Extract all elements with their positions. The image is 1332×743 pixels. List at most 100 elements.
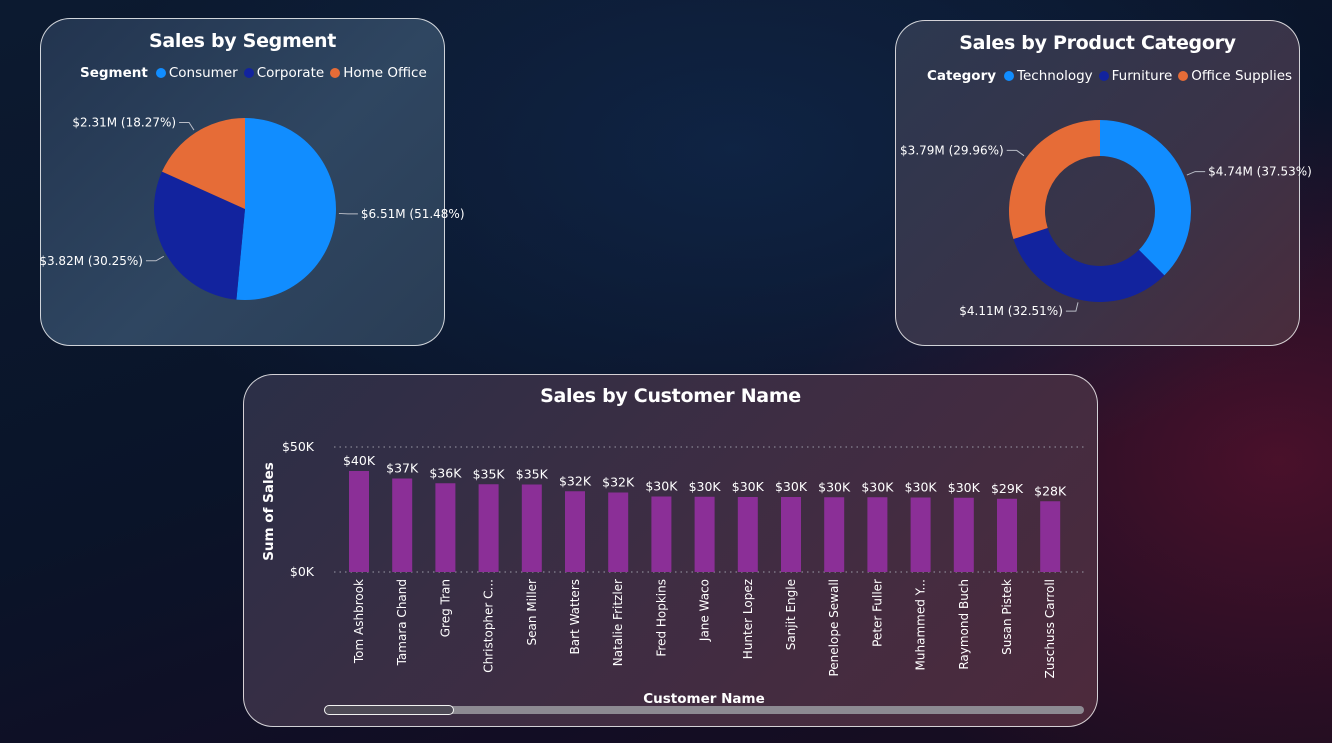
bar-christopher-c[interactable] bbox=[478, 484, 499, 572]
legend-dot-furniture bbox=[1098, 71, 1109, 81]
bar-sean-miller[interactable] bbox=[521, 484, 542, 573]
value-label-peter-fuller: $30K bbox=[861, 479, 894, 494]
slice-consumer[interactable] bbox=[236, 118, 337, 300]
bar-penelope-sewall[interactable] bbox=[824, 497, 845, 572]
x-tick-natalie-fritzler: Natalie Fritzler bbox=[611, 579, 625, 666]
legend-dot-consumer bbox=[155, 68, 166, 78]
legend-label-furniture: Furniture bbox=[1111, 68, 1173, 84]
x-tick-sanjit-engle: Sanjit Engle bbox=[784, 579, 798, 650]
horizontal-scrollbar[interactable] bbox=[324, 705, 1084, 715]
segment-legend-title: Segment bbox=[80, 65, 148, 81]
legend-label-corporate: Corporate bbox=[256, 65, 325, 81]
bar-hunter-lopez[interactable] bbox=[737, 497, 758, 572]
leader-line-furniture bbox=[1065, 302, 1079, 312]
value-label-muhammed-y: $30K bbox=[905, 480, 938, 495]
y-axis-title: Sum of Sales bbox=[261, 462, 277, 561]
leader-line-corporate bbox=[145, 255, 165, 262]
slice-home-office[interactable] bbox=[162, 118, 245, 209]
data-label-office-supplies: $3.79M (29.96%) bbox=[900, 143, 1004, 157]
legend-dot-technology bbox=[1004, 71, 1015, 81]
value-label-jane-waco: $30K bbox=[689, 479, 722, 494]
x-tick-jane-waco: Jane Waco bbox=[698, 579, 712, 642]
segment-chart-title: Sales by Segment bbox=[148, 30, 337, 52]
x-axis-title: Customer Name bbox=[643, 691, 765, 707]
legend-item-office-supplies[interactable]: Office Supplies bbox=[1178, 68, 1292, 84]
scrollbar-thumb[interactable] bbox=[324, 705, 454, 715]
data-label-home-office: $2.31M (18.27%) bbox=[72, 116, 176, 130]
x-tick-fred-hopkins: Fred Hopkins bbox=[654, 579, 668, 657]
value-label-susan-pistek: $29K bbox=[991, 481, 1024, 496]
bar-sanjit-engle[interactable] bbox=[781, 497, 801, 572]
x-tick-hunter-lopez: Hunter Lopez bbox=[741, 579, 755, 659]
x-tick-greg-tran: Greg Tran bbox=[438, 579, 452, 637]
bar-raymond-buch[interactable] bbox=[953, 497, 974, 572]
legend-item-corporate[interactable]: Corporate bbox=[243, 65, 325, 81]
segment-legend: Segment Consumer Corporate Home Office bbox=[80, 65, 433, 81]
y-tick-0k: $0K bbox=[290, 564, 315, 579]
category-chart-title: Sales by Product Category bbox=[959, 32, 1236, 54]
value-label-hunter-lopez: $30K bbox=[732, 479, 765, 494]
value-label-bart-watters: $32K bbox=[559, 473, 592, 488]
x-tick-sean-miller: Sean Miller bbox=[525, 579, 539, 646]
bar-peter-fuller[interactable] bbox=[867, 497, 888, 572]
x-tick-susan-pistek: Susan Pistek bbox=[1000, 579, 1014, 655]
legend-item-consumer[interactable]: Consumer bbox=[155, 65, 238, 81]
value-label-penelope-sewall: $30K bbox=[818, 479, 851, 494]
value-label-christopher-c: $35K bbox=[473, 466, 506, 481]
legend-label-consumer: Consumer bbox=[168, 65, 238, 81]
value-label-sanjit-engle: $30K bbox=[775, 479, 808, 494]
x-tick-raymond-buch: Raymond Buch bbox=[957, 579, 971, 670]
category-legend-title: Category bbox=[927, 68, 997, 84]
data-label-furniture: $4.11M (32.51%) bbox=[959, 304, 1063, 318]
legend-dot-home-office bbox=[330, 68, 341, 78]
leader-line-technology bbox=[1186, 171, 1206, 176]
x-tick-zuschuss-carroll: Zuschuss Carroll bbox=[1043, 579, 1057, 678]
data-label-corporate: $3.82M (30.25%) bbox=[39, 254, 143, 268]
data-label-consumer: $6.51M (51.48%) bbox=[361, 207, 465, 221]
slice-corporate[interactable] bbox=[154, 171, 245, 300]
slice-furniture[interactable] bbox=[1013, 227, 1165, 302]
value-label-zuschuss-carroll: $28K bbox=[1034, 483, 1067, 498]
bar-muhammed-y[interactable] bbox=[910, 497, 931, 573]
value-label-raymond-buch: $30K bbox=[948, 480, 981, 495]
bar-greg-tran[interactable] bbox=[435, 483, 456, 572]
x-tick-bart-watters: Bart Watters bbox=[568, 579, 582, 654]
leader-line-office-supplies bbox=[1006, 149, 1025, 157]
bar-zuschuss-carroll[interactable] bbox=[1040, 501, 1061, 572]
bar-susan-pistek[interactable] bbox=[997, 498, 1017, 572]
data-label-technology: $4.74M (37.53%) bbox=[1208, 165, 1312, 179]
x-tick-christopher-c: Christopher C... bbox=[482, 579, 496, 673]
legend-item-furniture[interactable]: Furniture bbox=[1098, 68, 1173, 84]
value-label-natalie-fritzler: $32K bbox=[602, 475, 635, 490]
value-label-fred-hopkins: $30K bbox=[645, 479, 678, 494]
bar-tom-ashbrook[interactable] bbox=[349, 471, 369, 572]
x-tick-tamara-chand: Tamara Chand bbox=[395, 579, 409, 666]
bar-tamara-chand[interactable] bbox=[392, 478, 413, 573]
legend-item-home-office[interactable]: Home Office bbox=[330, 65, 427, 81]
x-tick-peter-fuller: Peter Fuller bbox=[870, 579, 884, 647]
value-label-sean-miller: $35K bbox=[516, 467, 549, 482]
value-label-tom-ashbrook: $40K bbox=[343, 453, 376, 468]
sales-by-category-card: Sales by Product Category Category Techn… bbox=[895, 20, 1312, 346]
legend-dot-corporate bbox=[243, 68, 254, 78]
bar-jane-waco[interactable] bbox=[694, 496, 715, 572]
bar-natalie-fritzler[interactable] bbox=[608, 492, 629, 573]
sales-by-customer-card: Sales by Customer Name $0K $50K Sum of Sal… bbox=[243, 374, 1098, 727]
category-donut-chart: $4.74M (37.53%) $4.11M (32.51%) $3.79M (29… bbox=[900, 120, 1312, 318]
x-tick-tom-ashbrook: Tom Ashbrook bbox=[352, 579, 366, 664]
legend-dot-office-supplies bbox=[1178, 71, 1189, 81]
x-tick-penelope-sewall: Penelope Sewall bbox=[827, 579, 841, 677]
bar-fred-hopkins[interactable] bbox=[651, 496, 672, 573]
leader-line-home-office bbox=[179, 122, 195, 131]
slice-office-supplies[interactable] bbox=[1009, 120, 1100, 240]
segment-pie-chart: $6.51M (51.48%) $3.82M (30.25%) $2.31M (18… bbox=[39, 116, 465, 300]
y-tick-50k: $50K bbox=[282, 439, 315, 454]
legend-label-technology: Technology bbox=[1017, 68, 1093, 84]
value-label-tamara-chand: $37K bbox=[386, 461, 419, 476]
value-label-greg-tran: $36K bbox=[429, 465, 462, 480]
category-legend: Category Technology Furniture Office Suppl… bbox=[927, 68, 1298, 84]
bar-bart-watters[interactable] bbox=[565, 491, 585, 572]
slice-technology[interactable] bbox=[1100, 120, 1191, 276]
legend-item-technology[interactable]: Technology bbox=[1004, 68, 1093, 84]
x-tick-muhammed-y: Muhammed Y... bbox=[914, 579, 928, 670]
